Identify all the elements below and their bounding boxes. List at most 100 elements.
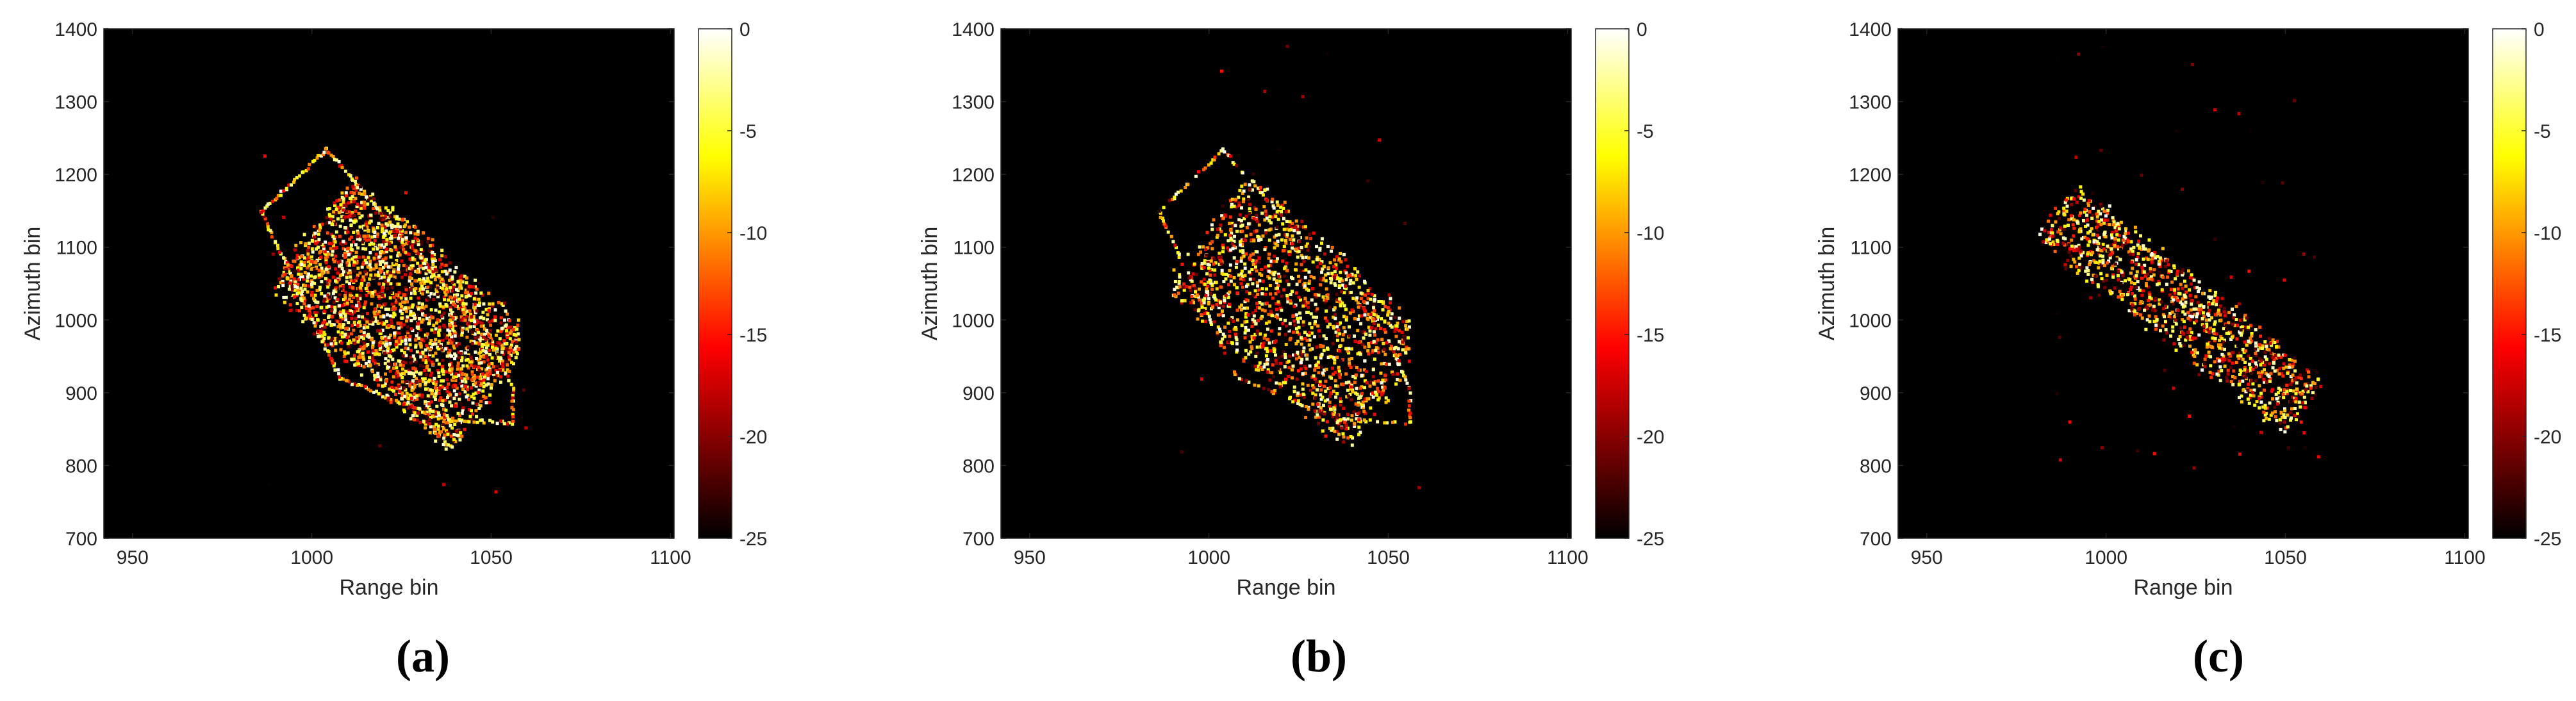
scatter-pixel [1362,336,1366,340]
scatter-pixel [454,334,457,338]
scatter-pixel [356,202,359,206]
scatter-pixel [1385,363,1388,366]
scatter-pixel [427,280,430,283]
scatter-pixel [1281,322,1284,326]
scatter-pixel [333,323,336,326]
scatter-pixel [1307,306,1310,309]
scatter-pixel [1308,343,1311,347]
scatter-pixel [1366,302,1369,305]
scatter-pixel [1224,233,1227,236]
scatter-pixel [392,308,395,311]
scatter-pixel [1308,331,1311,334]
scatter-pixel [302,302,306,305]
scatter-pixel [1310,326,1314,329]
x-tick-label: 1100 [1547,547,1589,568]
scatter-pixel [1219,256,1223,259]
scatter-pixel [418,302,421,305]
scatter-pixel [465,359,468,362]
scatter-pixel [1248,292,1251,295]
scatter-pixel [2067,224,2070,227]
scatter-pixel [410,397,413,400]
scatter-pixel [1196,317,1200,320]
scatter-pixel [420,345,423,348]
scatter-pixel [425,317,429,320]
scatter-pixel [1188,286,1191,289]
x-tick-label: 1050 [470,547,513,568]
scatter-pixel [1373,298,1376,301]
scatter-pixel [1404,351,1407,354]
scatter-pixel [399,253,402,256]
scatter-pixel [492,365,495,368]
scatter-pixel [1205,287,1208,290]
scatter-pixel [1291,376,1294,379]
scatter-pixel [402,364,405,367]
scatter-pixel [1239,240,1242,243]
scatter-pixel [395,399,398,402]
scatter-pixel [408,371,411,374]
scatter-pixel [497,352,500,356]
scatter-pixel [2130,240,2133,243]
scatter-pixel [1178,276,1181,279]
scatter-pixel [1382,308,1385,311]
scatter-pixel [361,276,365,279]
scatter-pixel [376,277,379,281]
scatter-pixel [1376,315,1380,318]
scatter-pixel [441,370,444,373]
scatter-pixel [420,285,424,288]
scatter-pixel [1230,279,1233,283]
scatter-pixel [293,285,297,288]
scatter-pixel [368,243,372,246]
scatter-pixel [1250,233,1253,236]
scatter-pixel [345,268,349,272]
scatter-pixel [1408,319,1411,322]
scatter-pixel [465,276,468,279]
scatter-pixel [377,256,381,259]
scatter-pixel [1407,400,1410,403]
scatter-pixel [1278,147,1281,151]
scatter-pixel [378,344,381,347]
scatter-pixel [313,276,316,279]
scatter-pixel [1231,224,1234,227]
scatter-pixel [1273,206,1276,210]
scatter-pixel [505,329,508,333]
scatter-pixel [1373,340,1376,343]
scatter-pixel [1316,345,1319,349]
scatter-pixel [1298,326,1301,329]
scatter-pixel [306,279,309,283]
scatter-pixel [373,257,376,260]
scatter-pixel [400,297,403,300]
scatter-pixel [1344,372,1348,375]
scatter-pixel [1300,246,1303,249]
scatter-pixel [325,268,328,271]
scatter-pixel [1273,272,1276,276]
scatter-pixel [1325,279,1328,283]
scatter-pixel [350,333,353,336]
scatter-pixel [442,386,445,389]
scatter-pixel [1336,276,1339,279]
scatter-pixel [372,341,375,344]
scatter-pixel [319,256,322,259]
scatter-pixel [1355,278,1358,281]
scatter-pixel [1198,299,1201,302]
scatter-pixel [1367,345,1371,348]
scatter-pixel [1318,249,1321,252]
scatter-pixel [1407,409,1410,412]
scatter-pixel [488,339,491,342]
scatter-pixel [1372,395,1375,399]
scatter-pixel [458,342,461,345]
scatter-pixel [1305,311,1309,314]
scatter-pixel [1187,271,1190,274]
scatter-pixel [429,339,433,342]
scatter-pixel [446,354,449,358]
scatter-pixel [1383,328,1386,331]
scatter-pixel [391,286,394,289]
scatter-pixel [434,432,437,435]
scatter-pixel [340,342,343,345]
scatter-pixel [488,353,491,356]
scatter-pixel [1323,349,1326,352]
scatter-pixel [331,235,334,238]
scatter-pixel [456,365,459,368]
scatter-pixel [1298,296,1301,299]
scatter-pixel [1241,286,1244,289]
scatter-pixel [420,393,424,397]
